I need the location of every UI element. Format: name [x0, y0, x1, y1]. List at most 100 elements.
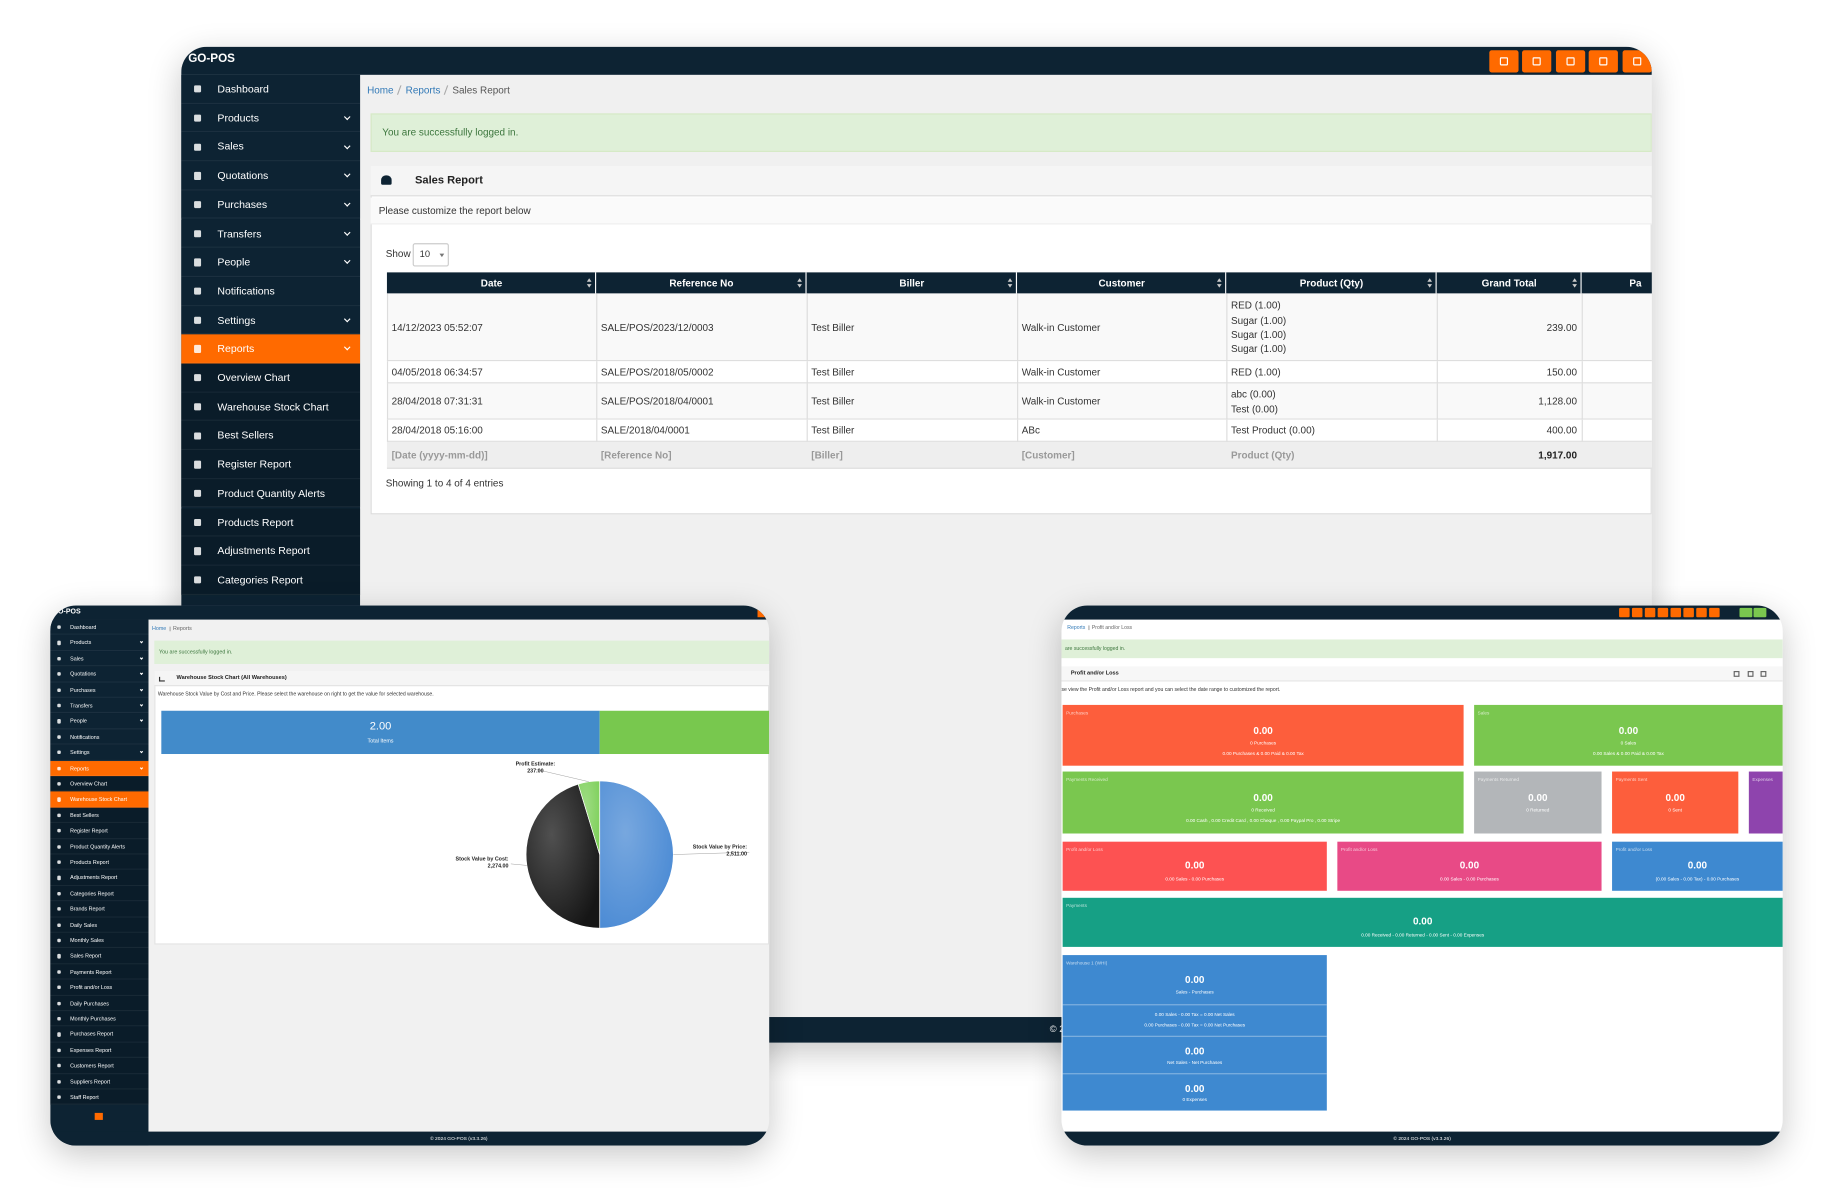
toolbar-button[interactable]	[1631, 607, 1643, 618]
sidebar-item[interactable]: Products Report	[50, 854, 149, 871]
sidebar-item[interactable]: Register Report	[50, 823, 149, 839]
breadcrumb-item[interactable]: Reports	[405, 84, 441, 96]
sidebar-item[interactable]: Daily Sales	[50, 917, 149, 933]
toolbar-button[interactable]	[1709, 607, 1720, 618]
card-label: Purchases	[1066, 709, 1089, 716]
table-header-cell[interactable]	[1581, 272, 1652, 294]
toolbar-button[interactable]	[1696, 607, 1707, 618]
sidebar-item[interactable]: Quotations	[50, 666, 149, 683]
sidebar-label: Notifications	[70, 733, 100, 740]
table-header-label: Biller	[899, 277, 925, 289]
sidebar-item[interactable]: Transfers	[50, 697, 149, 714]
table-header-cell[interactable]	[1226, 272, 1437, 294]
toolbar-button[interactable]	[1739, 607, 1753, 618]
table-cell: 28/04/2018 05:16:00	[391, 424, 483, 437]
sidebar-item[interactable]: Overview Chart	[181, 363, 361, 393]
sidebar-item[interactable]: Payments Report	[50, 964, 149, 980]
sidebar-item[interactable]: Suppliers Report	[50, 1073, 149, 1090]
sidebar-label: Register Report	[217, 458, 292, 471]
toolbar-button[interactable]	[1489, 50, 1519, 73]
sidebar-item[interactable]: Purchases Report	[50, 1026, 149, 1043]
sidebar-item[interactable]: Adjustments Report	[181, 536, 361, 566]
sidebar-item[interactable]: Settings	[181, 305, 361, 335]
sidebar-label: Daily Purchases	[70, 1000, 109, 1007]
sidebar-item[interactable]: Product Quantity Alerts	[181, 479, 361, 508]
sidebar-item[interactable]: Warehouse Stock Chart	[181, 392, 361, 422]
header-icon[interactable]	[1733, 671, 1740, 677]
sidebar-icon	[57, 1079, 61, 1084]
sidebar-item[interactable]: Categories Report	[181, 565, 361, 595]
toolbar-button[interactable]	[1657, 607, 1669, 618]
sidebar-item[interactable]: Transfers	[181, 219, 361, 249]
sidebar-icon	[193, 143, 202, 151]
page-size-select[interactable]: 10	[412, 243, 449, 267]
sidebar-item[interactable]: Daily Purchases	[50, 995, 149, 1012]
sidebar-item[interactable]: Products Report	[181, 507, 361, 537]
sidebar-item[interactable]: Customers Report	[50, 1058, 149, 1074]
sidebar-item[interactable]: Reports	[181, 334, 361, 364]
summary-card: Profit and/or Loss 0.00 0.00 Sales - 0.00 …	[1062, 841, 1327, 891]
toolbar-button[interactable]	[1622, 50, 1652, 73]
breadcrumb-item[interactable]: Home	[151, 625, 167, 632]
sidebar-item[interactable]: Expenses Report	[50, 1042, 149, 1059]
sidebar-item[interactable]: Categories Report	[50, 885, 149, 902]
table-header-cell[interactable]	[596, 272, 807, 294]
sidebar-item[interactable]: People	[181, 248, 361, 277]
sidebar-item[interactable]: People	[50, 713, 149, 730]
table-header-cell[interactable]	[386, 272, 597, 294]
toolbar-button[interactable]	[1619, 607, 1630, 618]
sidebar-item[interactable]: Register Report	[181, 450, 361, 480]
sidebar-item[interactable]: Quotations	[181, 161, 361, 191]
sidebar-item[interactable]: Product Quantity Alerts	[50, 838, 149, 855]
sidebar-label: Purchases	[70, 686, 96, 693]
summary-card: Profit and/or Loss 0.00 0.00 Sales - 0.00 …	[1337, 841, 1602, 891]
toolbar-button[interactable]	[1588, 50, 1618, 73]
breadcrumb-item[interactable]: Reports	[1067, 624, 1086, 631]
cell-border	[1017, 361, 1019, 384]
sidebar-item[interactable]: Notifications	[50, 729, 149, 745]
table-header-cell[interactable]	[1436, 272, 1582, 294]
sidebar-item[interactable]: Staff Report	[50, 1089, 149, 1106]
sidebar-collapse[interactable]	[94, 1112, 103, 1120]
header-icon[interactable]	[1747, 671, 1754, 677]
toolbar-button[interactable]	[1644, 607, 1656, 618]
sidebar-item[interactable]: Dashboard	[50, 619, 149, 636]
header-icon[interactable]	[1760, 671, 1767, 677]
sidebar-item[interactable]: Dashboard	[181, 74, 361, 104]
sidebar-item[interactable]: Reports	[50, 760, 149, 777]
toolbar-button[interactable]	[757, 607, 770, 618]
sidebar-item[interactable]: Purchases	[181, 190, 361, 220]
sidebar-item[interactable]: Sales	[181, 132, 361, 162]
toolbar-button[interactable]	[1683, 607, 1694, 618]
sidebar-item[interactable]: Warehouse Stock Chart	[50, 791, 149, 808]
sidebar-item[interactable]: Overview Chart	[50, 776, 149, 792]
sidebar-item[interactable]: Purchases	[50, 682, 149, 698]
chevron	[140, 656, 144, 660]
sidebar-item[interactable]: Brands Report	[50, 901, 149, 918]
sidebar-item[interactable]: Products	[181, 103, 361, 133]
sidebar-item[interactable]: Best Sellers	[181, 421, 361, 451]
cell-border	[806, 361, 808, 384]
table-header-cell[interactable]	[1017, 272, 1227, 294]
breadcrumb-item[interactable]: Home	[367, 84, 394, 96]
sidebar-item[interactable]: Profit and/or Loss	[50, 979, 149, 996]
sidebar-item[interactable]: Settings	[50, 744, 149, 761]
toolbar-button[interactable]	[1670, 607, 1682, 618]
sidebar-item[interactable]: Best Sellers	[50, 807, 149, 824]
sidebar-item[interactable]: Adjustments Report	[50, 870, 149, 886]
sidebar-item[interactable]: Sales Report	[50, 948, 149, 965]
sidebar-item[interactable]: Monthly Purchases	[50, 1011, 149, 1027]
sidebar-label: Settings	[217, 313, 256, 326]
sidebar-item[interactable]: Monthly Sales	[50, 932, 149, 949]
sidebar-icon	[57, 970, 61, 974]
table-cell: SALE/POS/2018/05/0002	[600, 365, 714, 378]
breadcrumb-sep	[396, 85, 402, 95]
alert	[370, 113, 1652, 152]
sidebar-item[interactable]: Products	[50, 635, 149, 651]
toolbar-button[interactable]	[1522, 50, 1552, 73]
table-header-cell[interactable]	[806, 272, 1018, 294]
toolbar-button[interactable]	[1555, 50, 1586, 73]
sidebar-item[interactable]: Sales	[50, 650, 149, 667]
toolbar-button[interactable]	[1753, 607, 1767, 618]
sidebar-item[interactable]: Notifications	[181, 276, 361, 306]
